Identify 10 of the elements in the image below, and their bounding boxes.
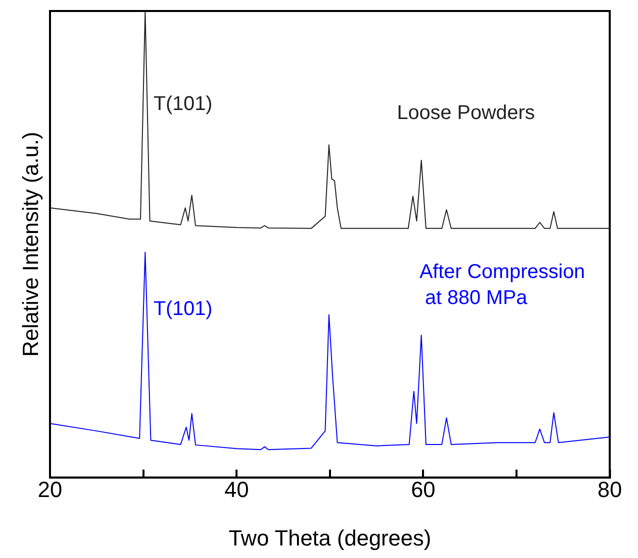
x-axis-title: Two Theta (degrees) — [228, 526, 432, 551]
annotation: T(101) — [154, 298, 212, 320]
x-tick-label: 60 — [410, 476, 436, 502]
text: Loose Powders — [397, 102, 535, 124]
y-axis-title: Relative Intensity (a.u.) — [18, 132, 44, 357]
x-tick-label: 20 — [38, 476, 62, 502]
x-tick-label: 40 — [224, 476, 249, 502]
x-tick-label: 80 — [598, 476, 622, 502]
series-label: After Compression at 880 MPa — [419, 260, 586, 309]
annotation: T(101) — [154, 92, 212, 115]
